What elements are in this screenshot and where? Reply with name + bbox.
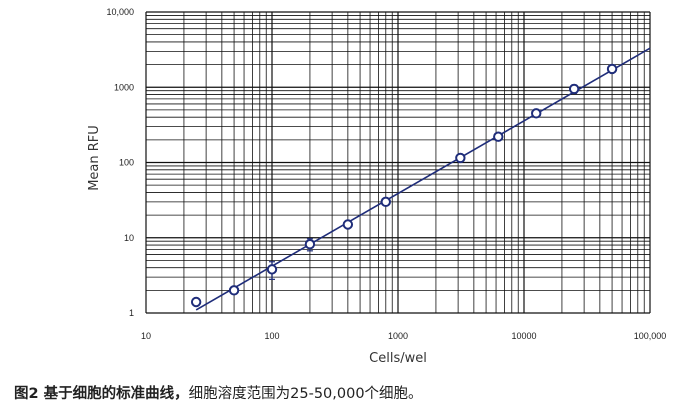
data-point	[190, 296, 202, 308]
x-tick-label: 1000	[388, 331, 408, 341]
x-tick-label: 10	[141, 331, 151, 341]
figure-caption: 图2 基于细胞的标准曲线，细胞溶度范围为25-50,000个细胞。	[14, 382, 423, 403]
standard-curve-chart: 10 100 1000 10000 100,000 1 10 100 1000 10,000 C…	[87, 7, 666, 366]
y-tick-label: 1000	[114, 82, 134, 92]
data-point	[531, 108, 542, 119]
data-point	[266, 264, 278, 275]
x-tick-label: 100	[264, 331, 279, 341]
data-point	[493, 131, 504, 142]
y-axis-label: Mean RFU	[87, 125, 102, 191]
data-point	[568, 83, 580, 95]
x-tick-label: 100,000	[634, 331, 667, 341]
data-point	[380, 196, 391, 208]
data-points	[190, 63, 618, 308]
grid	[145, 11, 651, 314]
caption-title: 图2 基于细胞的标准曲线，	[14, 386, 189, 402]
x-tick-label: 10000	[511, 331, 536, 341]
data-point	[342, 219, 354, 230]
y-tick-labels: 1 10 100 1000 10,000	[106, 7, 134, 318]
y-tick-label: 10,000	[106, 7, 134, 17]
y-tick-label: 10	[124, 233, 134, 243]
data-point	[606, 63, 618, 75]
data-point	[455, 152, 466, 164]
caption-text: 细胞溶度范围为25-50,000个细胞。	[188, 386, 423, 402]
data-point	[304, 239, 316, 250]
x-tick-labels: 10 100 1000 10000 100,000	[141, 331, 666, 341]
data-point	[228, 285, 240, 296]
y-tick-label: 1	[129, 308, 134, 318]
x-axis-label: Cells/wel	[369, 351, 427, 366]
y-tick-label: 100	[119, 158, 134, 168]
